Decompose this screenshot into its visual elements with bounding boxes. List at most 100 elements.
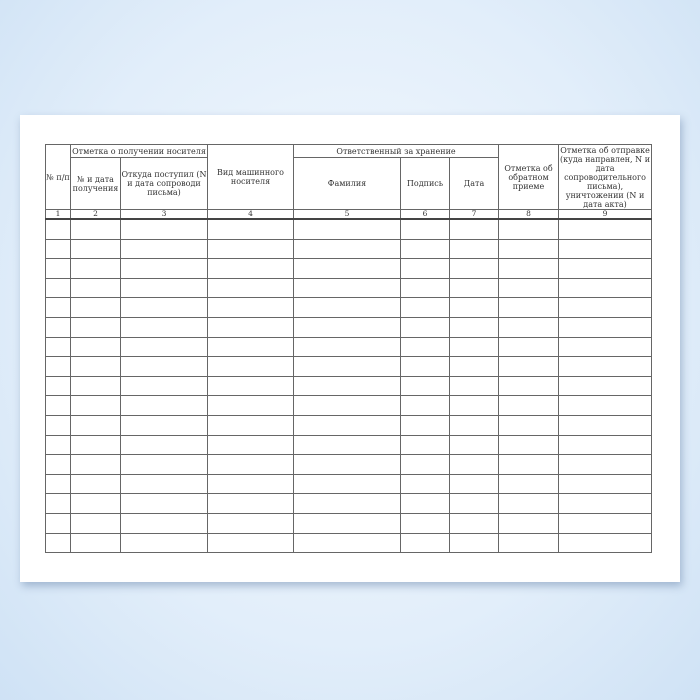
table-cell [293, 316, 402, 338]
table-cell [45, 336, 71, 358]
column-number: 6 [400, 209, 451, 220]
table-cell [45, 512, 71, 534]
table-cell [207, 277, 295, 299]
table-cell [449, 454, 500, 475]
table-cell [449, 356, 500, 377]
column-number: 4 [207, 209, 295, 220]
table-cell [558, 512, 653, 534]
table-cell [400, 218, 451, 240]
table-cell [400, 297, 451, 318]
table-cell [498, 532, 560, 554]
table-cell [207, 434, 295, 456]
table-cell [449, 238, 500, 260]
table-cell [400, 375, 451, 397]
table-cell [400, 238, 451, 260]
table-cell [498, 395, 560, 416]
table-cell [293, 336, 402, 358]
table-cell [207, 532, 295, 554]
table-cell [45, 493, 71, 514]
table-cell [558, 218, 653, 240]
column-number: 3 [119, 209, 209, 220]
header-row-1: № п/п Отметка о получении носителя Вид м… [45, 144, 653, 210]
table-cell [449, 395, 500, 416]
table-cell [45, 395, 71, 416]
table-row [45, 493, 653, 514]
table-cell [400, 258, 451, 279]
table-row [45, 356, 653, 377]
header-receipt-group: Отметка о получении носителя [69, 144, 209, 158]
table-cell [207, 316, 295, 338]
table-cell [119, 395, 209, 416]
table-cell [70, 454, 121, 475]
table-cell [400, 493, 451, 514]
table-cell [70, 277, 121, 299]
table-cell [558, 336, 653, 358]
table-cell [119, 258, 209, 279]
table-row [45, 395, 653, 416]
table-cell [400, 473, 451, 495]
header-date: Дата [449, 157, 500, 210]
table-cell [558, 473, 653, 495]
table-cell [45, 356, 71, 377]
table-cell [498, 356, 560, 377]
table-cell [449, 336, 500, 358]
table-cell [400, 356, 451, 377]
table-cell [400, 434, 451, 456]
media-register-table: № п/п Отметка о получении носителя Вид м… [45, 144, 653, 554]
table-cell [45, 218, 71, 240]
table-cell [449, 375, 500, 397]
table-row [45, 414, 653, 436]
table-cell [400, 316, 451, 338]
table-row [45, 454, 653, 475]
table-cell [293, 356, 402, 377]
table-cell [293, 532, 402, 554]
table-cell [119, 218, 209, 240]
table-cell [293, 277, 402, 299]
table-cell [45, 258, 71, 279]
table-cell [207, 336, 295, 358]
table-cell [70, 532, 121, 554]
table-row [45, 238, 653, 260]
table-cell [498, 277, 560, 299]
table-cell [449, 258, 500, 279]
table-cell [207, 258, 295, 279]
table-cell [45, 473, 71, 495]
header-signature: Подпись [400, 157, 451, 210]
table-cell [449, 414, 500, 436]
header-return-mark: Отметка об обратном приеме [498, 144, 560, 210]
table-cell [449, 512, 500, 534]
table-row [45, 218, 653, 240]
table-cell [119, 238, 209, 260]
table-cell [498, 316, 560, 338]
table-cell [498, 238, 560, 260]
table-cell [70, 218, 121, 240]
table-row [45, 336, 653, 358]
table-cell [498, 297, 560, 318]
table-cell [207, 473, 295, 495]
table-cell [70, 395, 121, 416]
table-cell [558, 454, 653, 475]
table-cell [558, 395, 653, 416]
table-cell [207, 356, 295, 377]
table-cell [558, 238, 653, 260]
table-cell [293, 512, 402, 534]
table-cell [400, 414, 451, 436]
table-cell [449, 434, 500, 456]
table-cell [119, 454, 209, 475]
table-row [45, 277, 653, 299]
table-cell [558, 258, 653, 279]
table-cell [498, 473, 560, 495]
table-cell [119, 473, 209, 495]
table-cell [558, 532, 653, 554]
table-cell [400, 512, 451, 534]
table-cell [207, 218, 295, 240]
table-cell [449, 297, 500, 318]
table-row [45, 532, 653, 554]
table-cell [293, 395, 402, 416]
table-cell [498, 218, 560, 240]
table-cell [70, 414, 121, 436]
column-number: 5 [293, 209, 402, 220]
table-cell [293, 297, 402, 318]
table-cell [558, 316, 653, 338]
table-cell [207, 414, 295, 436]
